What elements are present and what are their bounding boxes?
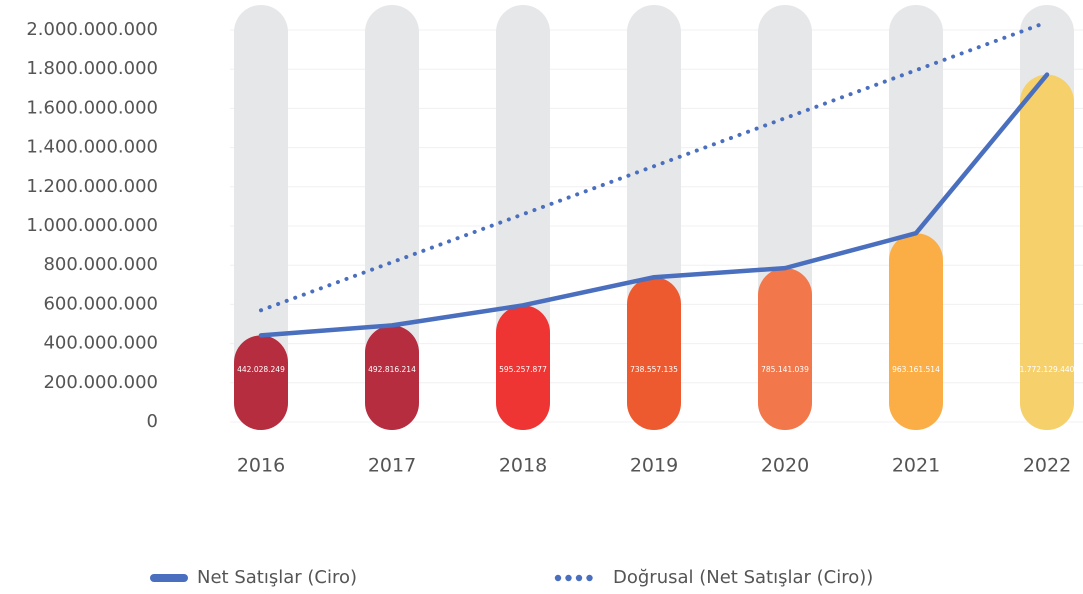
line bbox=[258, 72, 1050, 338]
legend-label: Doğrusal (Net Satışlar (Ciro)) bbox=[613, 567, 873, 588]
y-tick-label: 2.000.000.000 bbox=[26, 19, 158, 40]
legend-label: Net Satışlar (Ciro) bbox=[197, 567, 357, 588]
x-tick-label: 2017 bbox=[368, 455, 416, 477]
bar bbox=[365, 325, 419, 430]
value-label: 1.772.129.440 bbox=[1020, 365, 1075, 374]
y-tick-label: 1.800.000.000 bbox=[26, 58, 158, 79]
legend-dot bbox=[554, 574, 562, 582]
x-tick-label: 2020 bbox=[761, 455, 809, 477]
x-tick-label: 2021 bbox=[892, 455, 940, 477]
value-label: 595.257.877 bbox=[499, 365, 547, 374]
legend-dot bbox=[586, 574, 593, 582]
value-label: 492.816.214 bbox=[368, 365, 416, 374]
legend-dot bbox=[575, 574, 583, 582]
value-label: 785.141.039 bbox=[761, 365, 809, 374]
value-label: 738.557.135 bbox=[630, 365, 678, 374]
bar bbox=[234, 335, 288, 430]
legend-dot bbox=[565, 574, 572, 582]
y-tick-label: 1.400.000.000 bbox=[26, 137, 158, 158]
y-tick-label: 1.200.000.000 bbox=[26, 176, 158, 197]
y-tick-label: 1.600.000.000 bbox=[26, 97, 158, 118]
y-tick-label: 600.000.000 bbox=[43, 293, 158, 314]
trend-line bbox=[259, 20, 1049, 313]
value-label: 963.161.514 bbox=[892, 365, 940, 374]
bar bbox=[889, 233, 943, 430]
bar bbox=[496, 305, 550, 430]
y-tick-label: 200.000.000 bbox=[43, 372, 158, 393]
y-tick-label: 0 bbox=[147, 411, 158, 432]
x-tick-label: 2022 bbox=[1023, 455, 1071, 477]
bar-background bbox=[234, 5, 288, 430]
y-tick-label: 800.000.000 bbox=[43, 254, 158, 275]
bar bbox=[758, 268, 812, 430]
bar bbox=[627, 277, 681, 430]
x-tick-label: 2018 bbox=[499, 455, 547, 477]
bar bbox=[1020, 74, 1074, 430]
y-tick-label: 1.000.000.000 bbox=[26, 215, 158, 236]
value-label: 442.028.249 bbox=[237, 365, 285, 374]
y-tick-label: 400.000.000 bbox=[43, 333, 158, 354]
x-tick-label: 2019 bbox=[630, 455, 678, 477]
x-tick-label: 2016 bbox=[237, 455, 285, 477]
